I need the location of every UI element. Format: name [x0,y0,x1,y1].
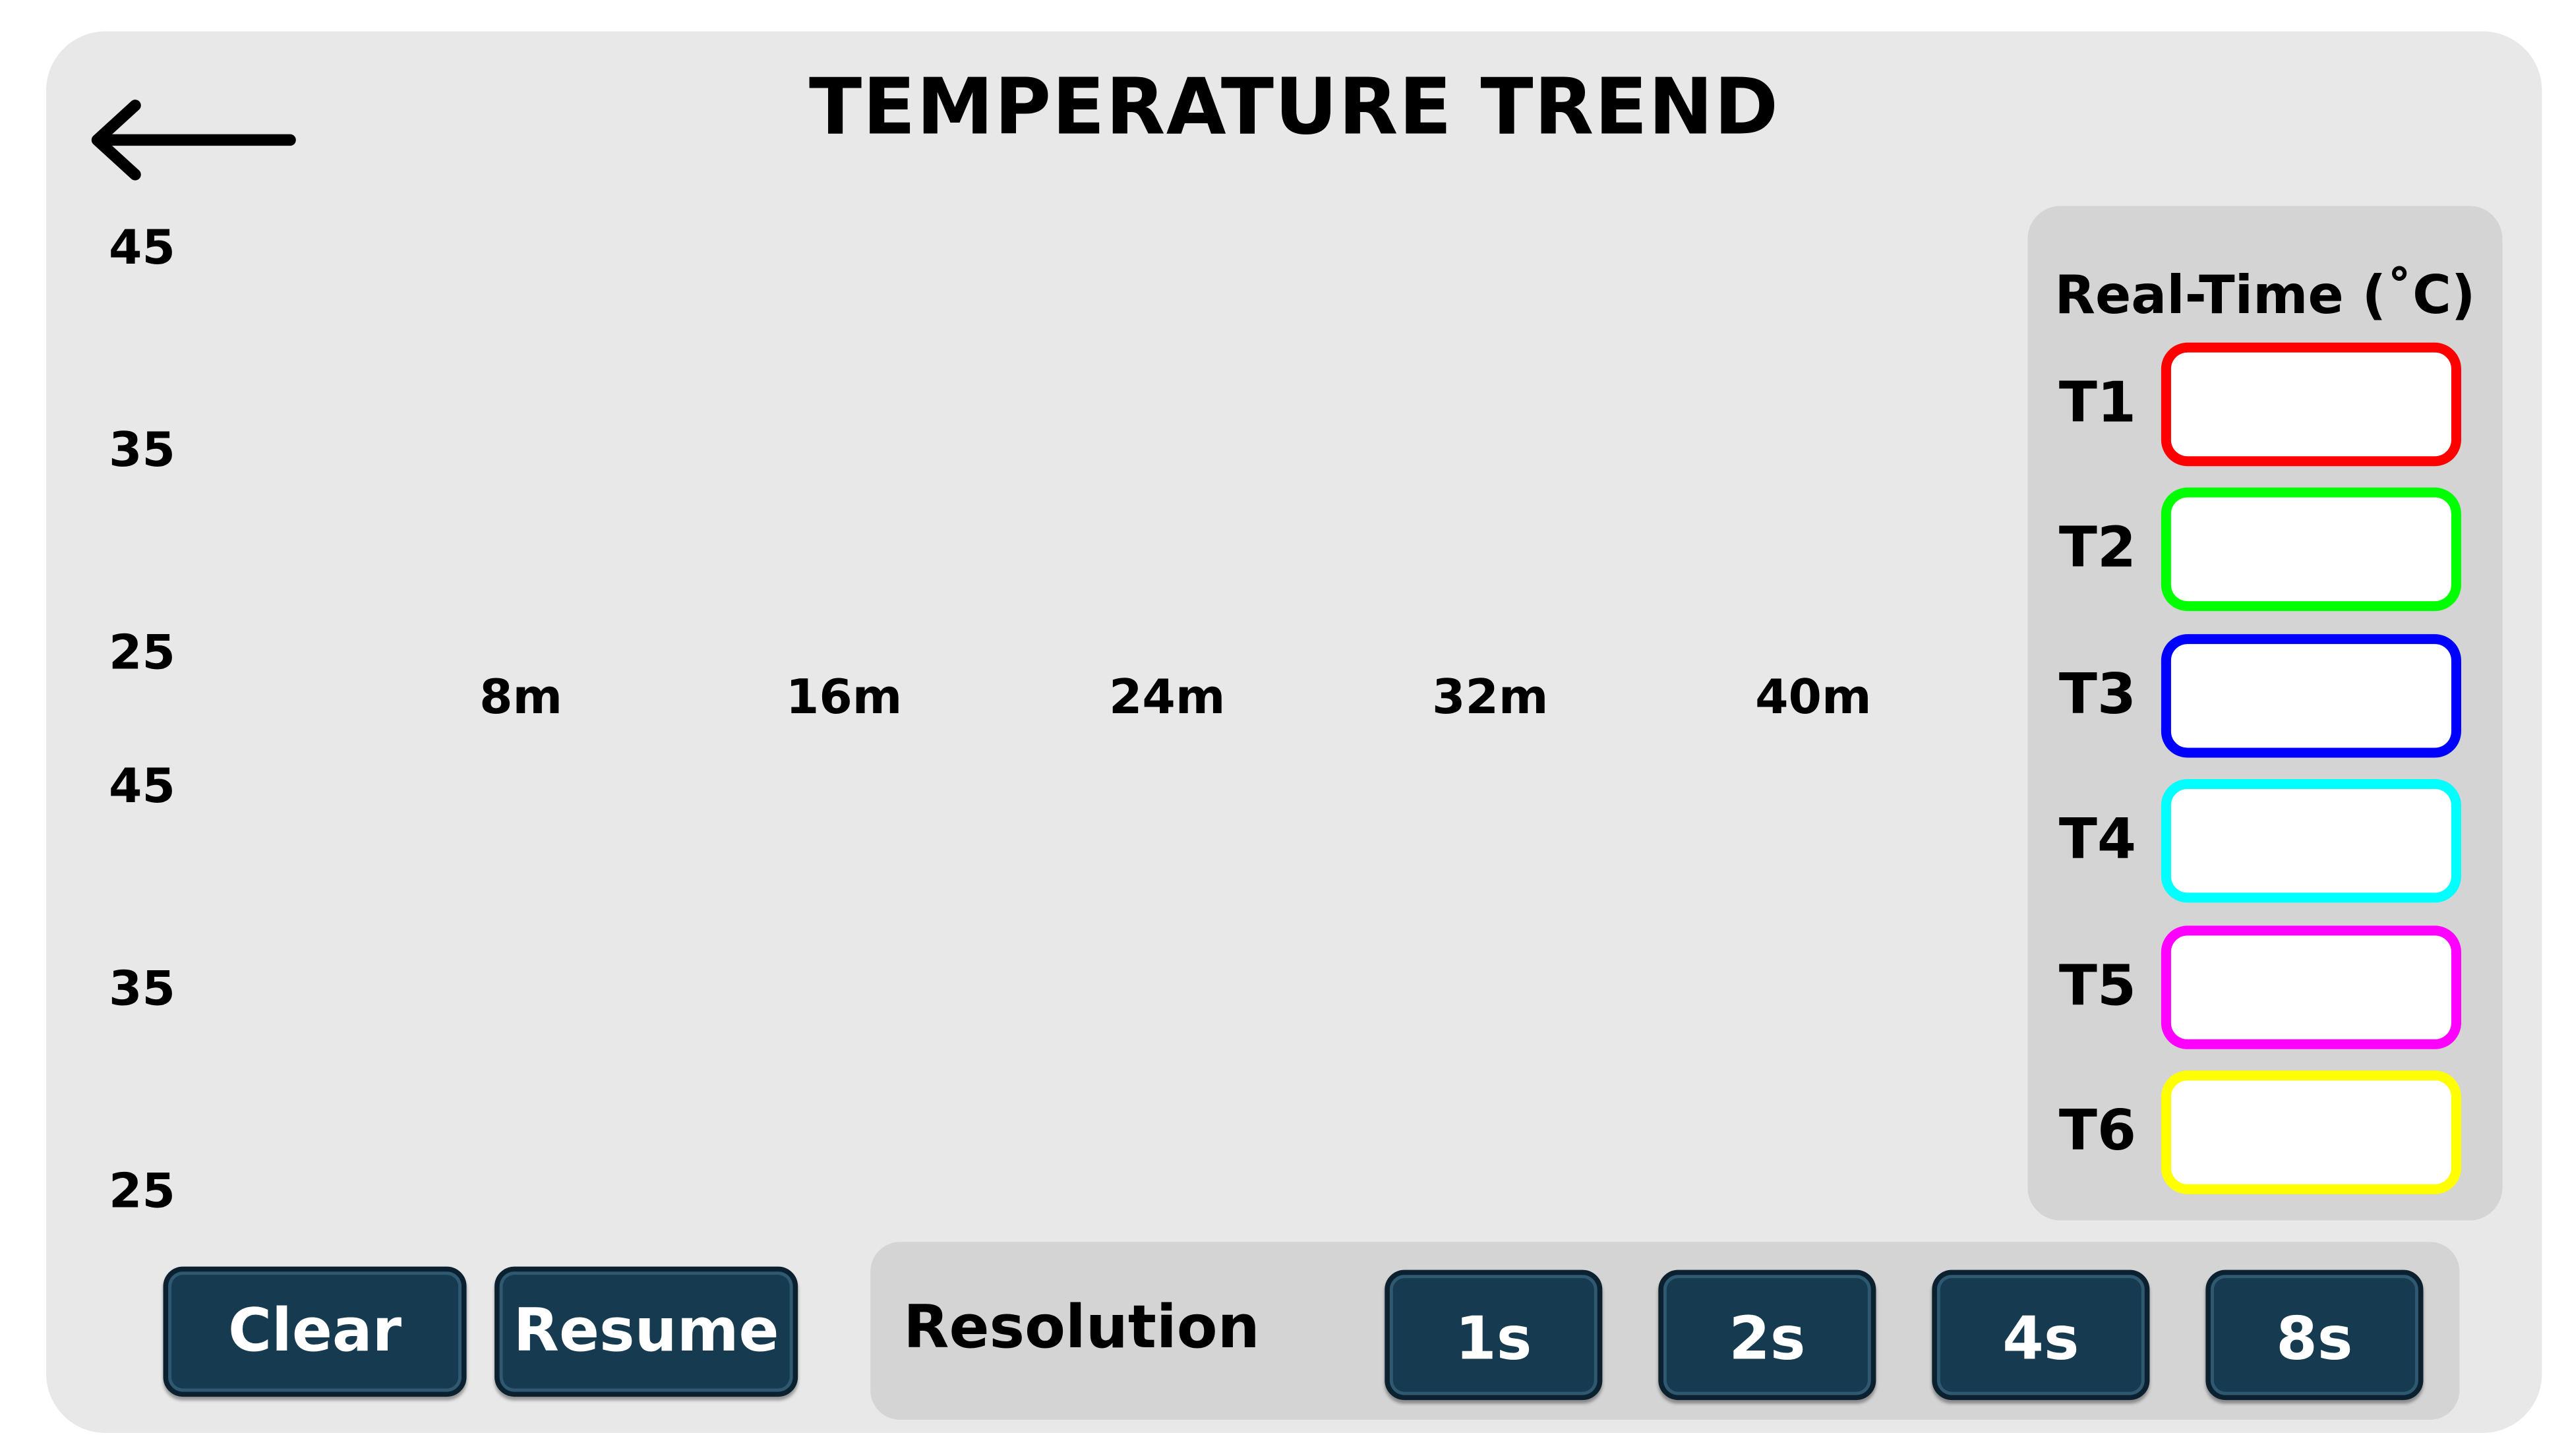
sensor-label-t5: T5 [2058,953,2137,1020]
resolution-option-label: 4s [2002,1306,2079,1374]
y-tick-label: 35 [109,421,175,478]
y-tick-label: 45 [109,757,175,814]
x-tick-label: 8m [479,668,563,725]
sensor-value-t2 [2161,487,2461,612]
sensor-value-t1 [2161,342,2461,467]
resolution-option-label: 2s [1729,1306,1806,1374]
page-title: TEMPERATURE TREND [809,62,1779,154]
back-button[interactable] [86,96,300,185]
resolution-label: Resolution [903,1295,1260,1362]
x-tick-label: 32m [1432,668,1549,725]
resolution-1s-button[interactable]: 1s [1385,1269,1603,1401]
y-tick-label: 25 [109,624,175,681]
clear-button-label: Clear [227,1298,402,1366]
clear-button[interactable]: Clear [163,1266,467,1397]
resolution-option-label: 8s [2276,1306,2353,1374]
sensor-value-t5 [2161,925,2461,1049]
resolution-2s-button[interactable]: 2s [1658,1269,1876,1401]
sensor-label-t1: T1 [2058,370,2137,437]
sensor-label-t2: T2 [2058,515,2137,582]
resume-button-label: Resume [513,1298,779,1366]
x-tick-label: 24m [1108,668,1226,725]
sensor-value-t4 [2161,778,2461,903]
sensor-value-t3 [2161,634,2461,758]
y-tick-label: 45 [109,219,175,276]
x-tick-label: 40m [1755,668,1872,725]
left-arrow-icon [91,100,296,181]
resolution-8s-button[interactable]: 8s [2205,1269,2424,1401]
sensor-label-t4: T4 [2058,807,2137,873]
x-tick-label: 16m [785,668,903,725]
sensor-label-t6: T6 [2058,1098,2137,1165]
sensor-value-t6 [2161,1070,2461,1194]
realtime-title: Real-Time (˚C) [2054,263,2476,326]
sensor-label-t3: T3 [2058,662,2137,728]
resolution-option-label: 1s [1455,1306,1532,1374]
resolution-4s-button[interactable]: 4s [1932,1269,2150,1401]
y-tick-label: 25 [109,1163,175,1219]
resume-button[interactable]: Resume [494,1266,798,1397]
y-tick-label: 35 [109,960,175,1016]
